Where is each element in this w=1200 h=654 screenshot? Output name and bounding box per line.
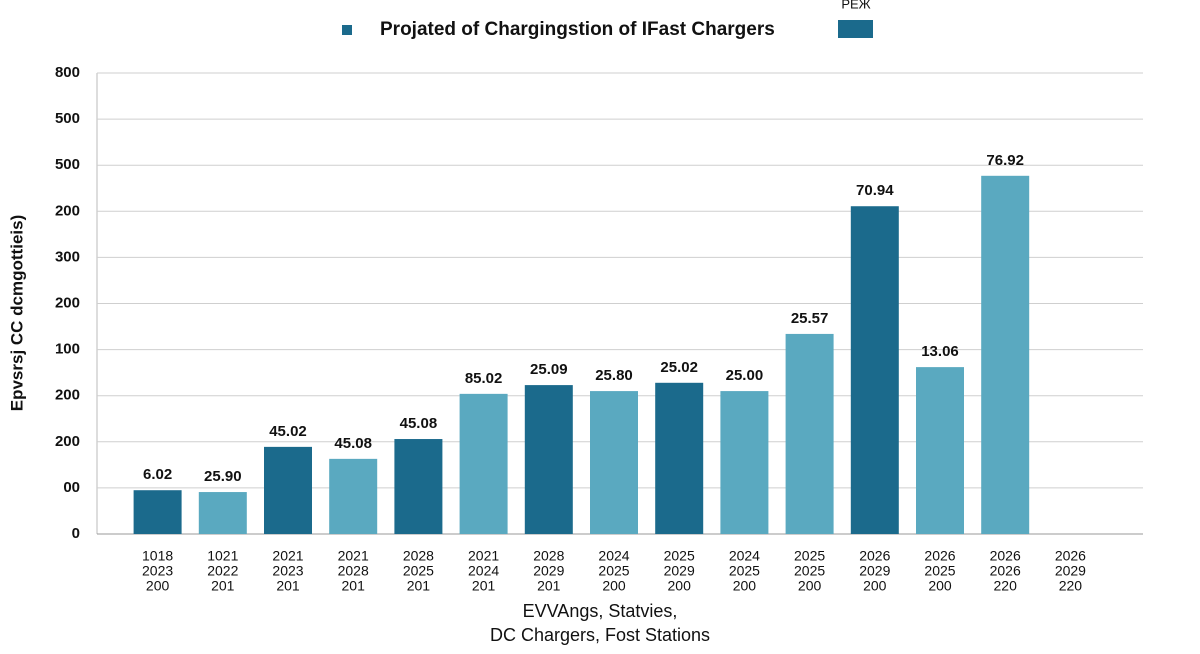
data-label: 25.90 bbox=[204, 468, 242, 485]
x-tick-label: 201 bbox=[342, 578, 366, 594]
x-tick-label: 2021 bbox=[272, 548, 303, 564]
data-label: 45.08 bbox=[334, 435, 372, 452]
chart-title: Projated of Chargingstion of IFast Charg… bbox=[380, 19, 775, 40]
y-tick-label: 200 bbox=[55, 294, 80, 311]
x-tick-label: 200 bbox=[602, 578, 626, 594]
x-tick-label: 2024 bbox=[468, 563, 499, 579]
y-axis-title: Epvsrsj CC dcmgottieis) bbox=[7, 215, 26, 412]
bar bbox=[198, 492, 247, 534]
data-label: 25.57 bbox=[791, 310, 829, 327]
x-tick-label: 201 bbox=[407, 578, 431, 594]
y-tick-label: 500 bbox=[55, 110, 80, 127]
bar bbox=[850, 206, 899, 534]
y-tick-label: 00 bbox=[63, 479, 80, 496]
bar bbox=[394, 439, 443, 534]
data-label: 45.08 bbox=[400, 415, 438, 432]
data-label: 70.94 bbox=[856, 182, 894, 199]
y-tick-label: 300 bbox=[55, 248, 80, 265]
data-label: 25.00 bbox=[726, 367, 764, 384]
x-tick-label: 2028 bbox=[403, 548, 434, 564]
y-tick-label: 800 bbox=[55, 64, 80, 81]
y-tick-label: 200 bbox=[55, 387, 80, 404]
x-tick-label: 2026 bbox=[859, 548, 890, 564]
x-tick-label: 2025 bbox=[403, 563, 434, 579]
x-tick-label: 2028 bbox=[533, 548, 564, 564]
x-tick-label: 2026 bbox=[1055, 548, 1086, 564]
x-tick-label: 201 bbox=[211, 578, 235, 594]
bar bbox=[916, 367, 964, 534]
x-tick-label: 2026 bbox=[990, 563, 1021, 579]
x-tick-label: 2024 bbox=[729, 548, 760, 564]
x-tick-label: 2025 bbox=[794, 563, 825, 579]
x-tick-label: 200 bbox=[863, 578, 887, 594]
x-axis-title: DC Chargers, Fost Stations bbox=[490, 625, 710, 645]
data-label: 13.06 bbox=[921, 343, 959, 360]
x-tick-label: 2025 bbox=[924, 563, 955, 579]
x-tick-label: 200 bbox=[146, 578, 170, 594]
bar bbox=[524, 385, 573, 534]
data-label: 45.02 bbox=[269, 423, 307, 440]
x-tick-label: 2021 bbox=[468, 548, 499, 564]
x-tick-label: 201 bbox=[472, 578, 496, 594]
x-tick-label: 2025 bbox=[598, 563, 629, 579]
legend-label: PEЖ bbox=[841, 0, 870, 11]
x-tick-label: 201 bbox=[276, 578, 300, 594]
data-label: 85.02 bbox=[465, 370, 503, 387]
x-tick-label: 220 bbox=[1059, 578, 1083, 594]
x-tick-label: 2029 bbox=[533, 563, 564, 579]
x-tick-label: 2024 bbox=[598, 548, 629, 564]
x-tick-label: 2026 bbox=[924, 548, 955, 564]
x-tick-label: 2025 bbox=[664, 548, 695, 564]
x-tick-label: 2029 bbox=[1055, 563, 1086, 579]
x-tick-label: 2021 bbox=[338, 548, 369, 564]
x-tick-label: 2025 bbox=[729, 563, 760, 579]
legend-swatch bbox=[838, 20, 873, 38]
x-tick-label: 1018 bbox=[142, 548, 173, 564]
bar bbox=[133, 490, 182, 534]
bar bbox=[264, 446, 312, 534]
y-tick-label: 200 bbox=[55, 433, 80, 450]
x-tick-label: 2023 bbox=[142, 563, 173, 579]
y-tick-label: 0 bbox=[72, 525, 80, 542]
data-label: 25.02 bbox=[660, 359, 698, 376]
bar bbox=[981, 175, 1030, 535]
y-tick-label: 200 bbox=[55, 202, 80, 219]
x-tick-label: 200 bbox=[798, 578, 822, 594]
x-tick-label: 220 bbox=[994, 578, 1018, 594]
x-tick-label: 2029 bbox=[859, 563, 890, 579]
x-tick-label: 2028 bbox=[338, 563, 369, 579]
data-label: 6.02 bbox=[143, 466, 172, 483]
bar bbox=[655, 382, 704, 534]
x-axis-title: EVVAngs, Statvies, bbox=[523, 601, 678, 621]
bar bbox=[785, 333, 834, 534]
bar bbox=[459, 393, 508, 534]
x-tick-label: 201 bbox=[537, 578, 561, 594]
x-tick-label: 200 bbox=[668, 578, 692, 594]
x-tick-label: 1021 bbox=[207, 548, 238, 564]
data-label: 25.09 bbox=[530, 361, 568, 378]
x-tick-label: 2023 bbox=[272, 563, 303, 579]
x-tick-label: 2025 bbox=[794, 548, 825, 564]
y-tick-label: 100 bbox=[55, 341, 80, 358]
data-label: 76.92 bbox=[986, 152, 1024, 169]
x-tick-label: 2029 bbox=[664, 563, 695, 579]
x-tick-label: 200 bbox=[928, 578, 952, 594]
data-label: 25.80 bbox=[595, 367, 633, 384]
x-tick-label: 200 bbox=[733, 578, 757, 594]
legend-marker bbox=[342, 25, 352, 35]
bar bbox=[590, 391, 638, 534]
y-tick-label: 500 bbox=[55, 156, 80, 173]
x-tick-label: 2022 bbox=[207, 563, 238, 579]
bar bbox=[329, 458, 378, 534]
x-tick-label: 2026 bbox=[990, 548, 1021, 564]
bar bbox=[720, 391, 769, 534]
